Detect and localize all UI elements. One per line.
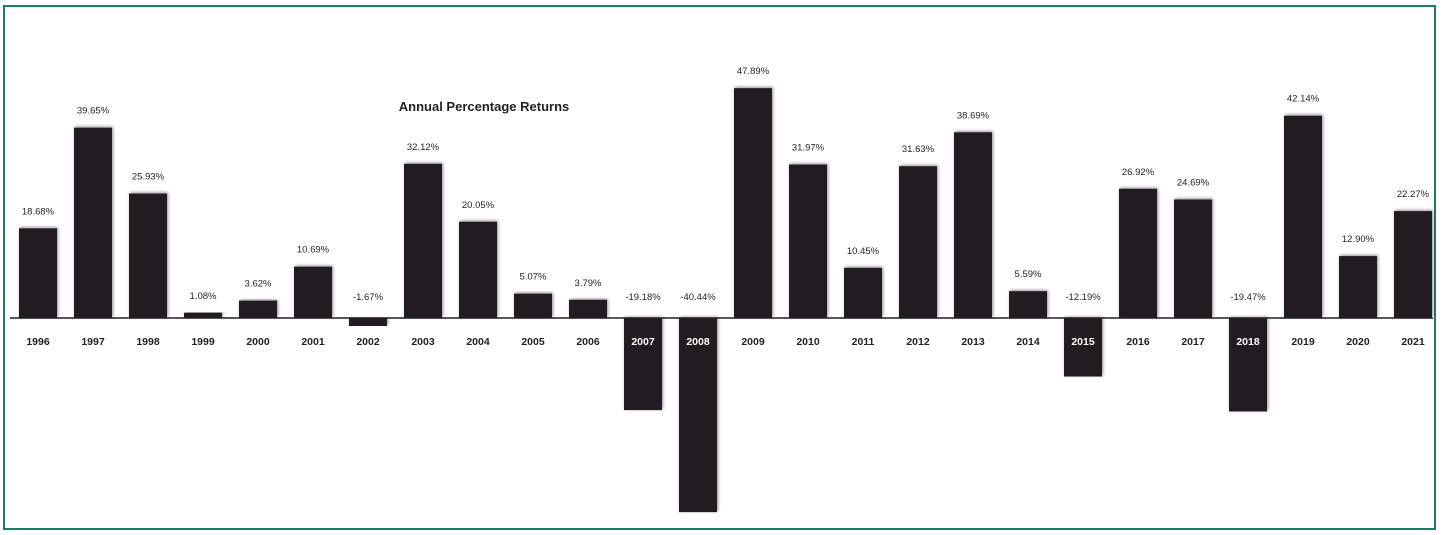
x-tick-2013: 2013 [961,336,985,348]
x-tick-2020: 2020 [1346,336,1370,348]
bar-1998 [129,193,167,318]
x-tick-2007: 2007 [631,336,655,348]
x-tick-2004: 2004 [466,336,490,348]
bar-2016 [1119,188,1157,318]
x-tick-2015: 2015 [1071,336,1095,348]
x-tick-2011: 2011 [852,336,875,348]
bar-2017 [1174,199,1212,318]
data-label-2001: 10.69% [297,245,330,256]
x-tick-2010: 2010 [796,336,820,348]
bar-2005 [514,293,552,318]
x-tick-2021: 2021 [1401,336,1425,348]
bar-2010 [789,164,827,318]
data-label-2011: 10.45% [847,246,880,257]
bar-2019 [1284,115,1322,318]
data-label-2009: 47.89% [737,66,770,77]
data-label-2016: 26.92% [1122,167,1155,178]
bar-2001 [294,266,332,318]
x-tick-2006: 2006 [576,336,600,348]
x-tick-2005: 2005 [521,336,545,348]
chart-title: Annual Percentage Returns [399,99,570,114]
data-label-1998: 25.93% [132,172,165,183]
data-label-1996: 18.68% [22,206,55,217]
x-tick-2009: 2009 [741,336,765,348]
bar-2018 [1229,318,1267,412]
data-label-2015: -12.19% [1065,292,1101,303]
data-label-2004: 20.05% [462,200,495,211]
data-label-2020: 12.90% [1342,234,1375,245]
x-tick-1997: 1997 [81,336,105,348]
x-tick-2019: 2019 [1291,336,1315,348]
x-tick-1999: 1999 [191,336,215,348]
data-label-2008: -40.44% [680,292,716,303]
bar-2007 [624,318,662,411]
bar-2009 [734,88,772,319]
x-tick-2014: 2014 [1016,336,1040,348]
data-label-2019: 42.14% [1287,94,1320,105]
data-label-2003: 32.12% [407,142,440,153]
x-tick-2017: 2017 [1181,336,1205,348]
bar-2004 [459,221,497,318]
x-tick-2008: 2008 [686,336,710,348]
x-tick-1998: 1998 [136,336,160,348]
data-label-2018: -19.47% [1230,292,1266,303]
data-label-1997: 39.65% [77,106,110,117]
data-label-2006: 3.79% [575,278,602,289]
x-tick-2000: 2000 [246,336,270,348]
data-label-2007: -19.18% [625,292,661,303]
data-label-2021: 22.27% [1397,189,1430,200]
bar-1999 [184,312,222,318]
data-label-2000: 3.62% [245,279,272,290]
x-tick-2002: 2002 [356,336,380,348]
data-label-2014: 5.59% [1015,269,1042,280]
data-label-2010: 31.97% [792,143,825,154]
data-label-2017: 24.69% [1177,177,1210,188]
bar-2000 [239,300,277,318]
bar-2012 [899,166,937,318]
x-tick-2001: 2001 [301,336,325,348]
bar-1997 [74,127,112,319]
data-label-2012: 31.63% [902,144,935,155]
bar-1996 [19,228,57,318]
bar-2021 [1394,211,1432,318]
bar-2006 [569,299,607,318]
data-label-1999: 1.08% [190,291,217,302]
bar-2003 [404,163,442,318]
data-label-2005: 5.07% [520,272,547,283]
x-tick-1996: 1996 [26,336,50,348]
x-tick-2003: 2003 [411,336,435,348]
x-tick-2018: 2018 [1236,336,1260,348]
bar-2011 [844,267,882,318]
bar-2015 [1064,318,1102,377]
bar-2020 [1339,256,1377,318]
bar-2008 [679,318,717,513]
x-tick-2012: 2012 [906,336,930,348]
data-label-2013: 38.69% [957,110,990,121]
bar-2002 [349,318,387,327]
data-label-2002: -1.67% [353,292,384,303]
x-tick-2016: 2016 [1126,336,1150,348]
bar-2014 [1009,291,1047,318]
bar-2013 [954,132,992,318]
